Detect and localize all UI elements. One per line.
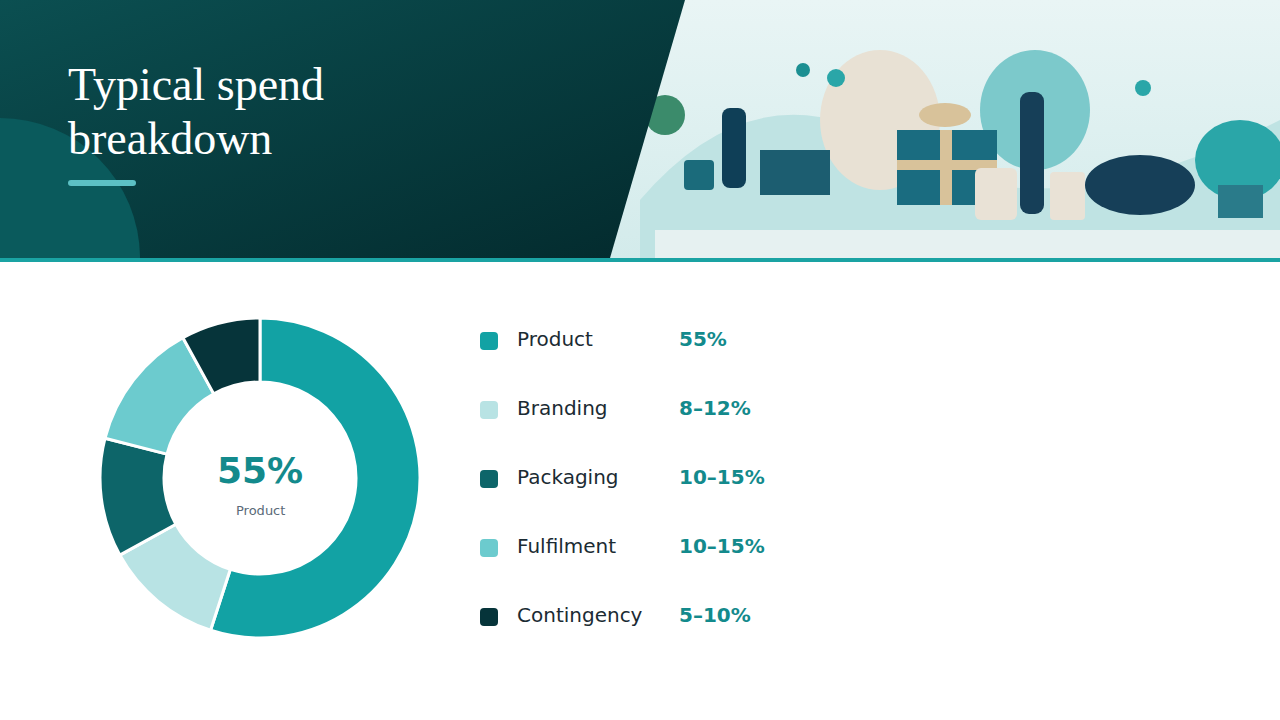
html-text:55%: 55% (679, 327, 727, 351)
svg-text:Product: Product (236, 503, 285, 518)
html-text:Typical spend breakdown: Typical spend breakdown (68, 59, 325, 164)
html-text:Branding: Branding (517, 396, 608, 420)
html-text:10–15%: 10–15% (679, 534, 765, 558)
html-text:10–15%: 10–15% (679, 465, 765, 489)
html-text:5–10%: 5–10% (679, 603, 751, 627)
html-text:Contingency: Contingency (517, 603, 643, 627)
html-text:8–12%: 8–12% (679, 396, 751, 420)
html-text:Packaging: Packaging (517, 465, 619, 489)
svg-text:55%: 55% (217, 450, 303, 491)
html-text:Fulfilment: Fulfilment (517, 534, 617, 558)
html-text:Product: Product (517, 327, 593, 351)
